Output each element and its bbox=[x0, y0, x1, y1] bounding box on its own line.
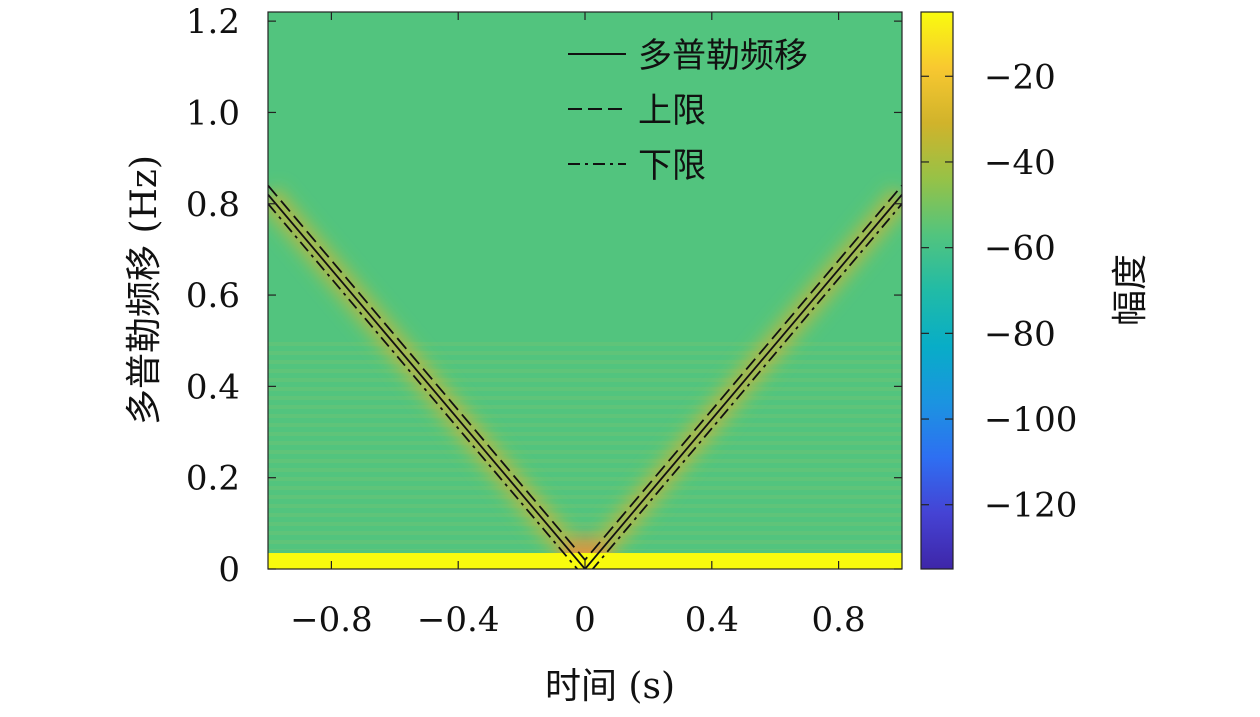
colorbar-tick-label: −20 bbox=[984, 57, 1056, 97]
legend-entry-lower: 下限 bbox=[568, 146, 706, 186]
y-tick-label: 0.2 bbox=[186, 459, 240, 499]
colorbar-tick-label: −60 bbox=[984, 229, 1056, 269]
y-tick-label: 0.6 bbox=[186, 276, 240, 316]
series-line-3 bbox=[268, 203, 902, 569]
y-tick-label: 0.4 bbox=[186, 367, 240, 407]
y-tick-label: 1.2 bbox=[186, 2, 240, 42]
legend-entry-upper: 上限 bbox=[568, 91, 706, 131]
colorbar-ticks: −20 −40 −60 −80 −100 −120 bbox=[921, 57, 1077, 526]
y-axis-ticks: 0 0.2 0.4 0.6 0.8 1.0 1.2 bbox=[186, 2, 902, 590]
legend-entry-doppler: 多普勒频移 bbox=[568, 36, 808, 76]
y-axis-label: 多普勒频移 (Hz) bbox=[124, 155, 165, 425]
colorbar-tick-label: −80 bbox=[984, 314, 1056, 354]
colorbar-tick-label: −40 bbox=[984, 143, 1056, 183]
y-tick-label: 0.8 bbox=[186, 185, 240, 225]
x-tick-label: 0.4 bbox=[685, 600, 739, 640]
plot-area bbox=[268, 12, 902, 569]
legend-label-doppler: 多普勒频移 bbox=[638, 36, 808, 76]
x-tick-label: −0.4 bbox=[417, 600, 500, 640]
spectrogram-low-frequency-stripes bbox=[268, 340, 902, 550]
x-axis-label: 时间 (s) bbox=[545, 666, 675, 707]
y-tick-label: 1.0 bbox=[186, 93, 240, 133]
colorbar-tick-label: −100 bbox=[984, 400, 1077, 440]
x-tick-label: 0 bbox=[574, 600, 596, 640]
x-tick-label: −0.8 bbox=[290, 600, 373, 640]
series-line-1 bbox=[268, 194, 902, 569]
y-tick-label: 0 bbox=[218, 550, 240, 590]
legend-label-lower: 下限 bbox=[638, 146, 706, 186]
legend-label-upper: 上限 bbox=[638, 91, 706, 131]
colorbar-tick-label: −120 bbox=[984, 486, 1077, 526]
series-line-2 bbox=[268, 184, 902, 562]
legend: 多普勒频移 上限 下限 bbox=[568, 36, 808, 186]
series-lines bbox=[268, 184, 902, 569]
colorbar: −20 −40 −60 −80 −100 −120 幅度 bbox=[920, 11, 1151, 570]
x-tick-label: 0.8 bbox=[812, 600, 866, 640]
colorbar-gradient bbox=[920, 11, 954, 570]
x-axis-ticks: −0.8 −0.4 0 0.4 0.8 bbox=[290, 12, 866, 640]
colorbar-label: 幅度 bbox=[1110, 254, 1151, 326]
